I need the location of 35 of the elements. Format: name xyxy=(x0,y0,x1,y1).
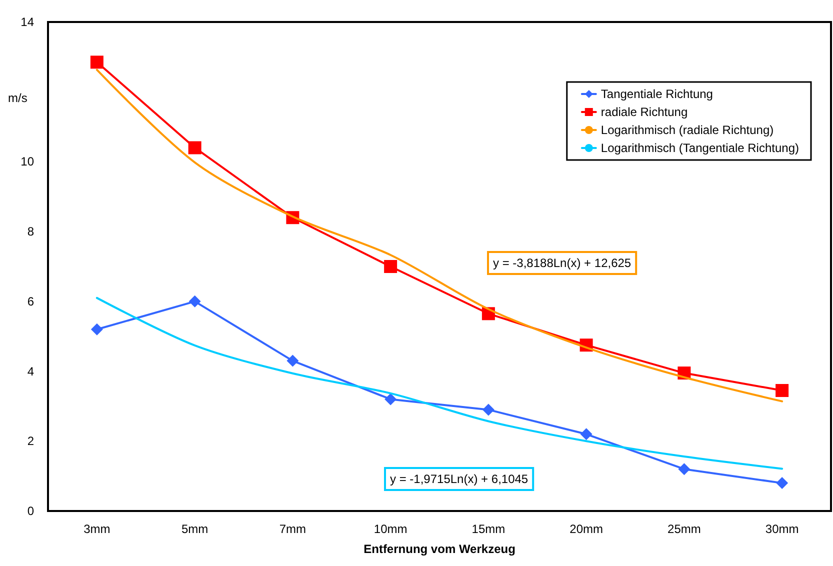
point xyxy=(188,295,201,308)
point xyxy=(188,141,202,154)
point xyxy=(384,260,398,273)
y-tick-label: 6 xyxy=(27,294,34,308)
x-tick-label: 7mm xyxy=(279,522,306,536)
annotation: y = -1,9715Ln(x) + 6,1045 xyxy=(390,472,528,486)
point xyxy=(384,393,397,406)
x-tick-label: 30mm xyxy=(765,522,799,536)
y-tick-label: 2 xyxy=(27,434,34,448)
annotation: y = -3,8188Ln(x) + 12,625 xyxy=(493,256,632,270)
y-tick-label: 0 xyxy=(27,504,34,518)
x-tick-label: 15mm xyxy=(472,522,506,536)
point xyxy=(482,404,494,416)
x-tick-label: 10mm xyxy=(374,522,408,536)
point xyxy=(678,463,690,476)
y-tick-label: 8 xyxy=(27,224,34,239)
legend-label: Tangentiale Richtung xyxy=(600,87,713,101)
x-tick-label: 3mm xyxy=(84,522,110,536)
point xyxy=(580,428,592,440)
x-tick-label: 25mm xyxy=(668,522,701,536)
y-tick-label: 14 xyxy=(20,15,34,29)
x-tick-label: 5mm xyxy=(181,522,208,536)
y-axis-title: m/s xyxy=(8,91,28,105)
point xyxy=(776,477,788,490)
point xyxy=(90,56,104,69)
legend-label: Logarithmisch (Tangentiale Richtung) xyxy=(600,141,800,155)
y-tick-label: 4 xyxy=(27,364,34,378)
point xyxy=(90,323,103,336)
legend-label: Logarithmisch (radiale Richtung) xyxy=(600,123,774,137)
point xyxy=(286,354,299,367)
y-tick-label: 10 xyxy=(20,154,34,169)
x-tick-label: 20mm xyxy=(570,522,603,536)
point xyxy=(776,384,789,397)
legend-label: radiale Richtung xyxy=(600,105,688,119)
x-axis-title: Entfernung vom Werkzeug xyxy=(364,542,516,556)
